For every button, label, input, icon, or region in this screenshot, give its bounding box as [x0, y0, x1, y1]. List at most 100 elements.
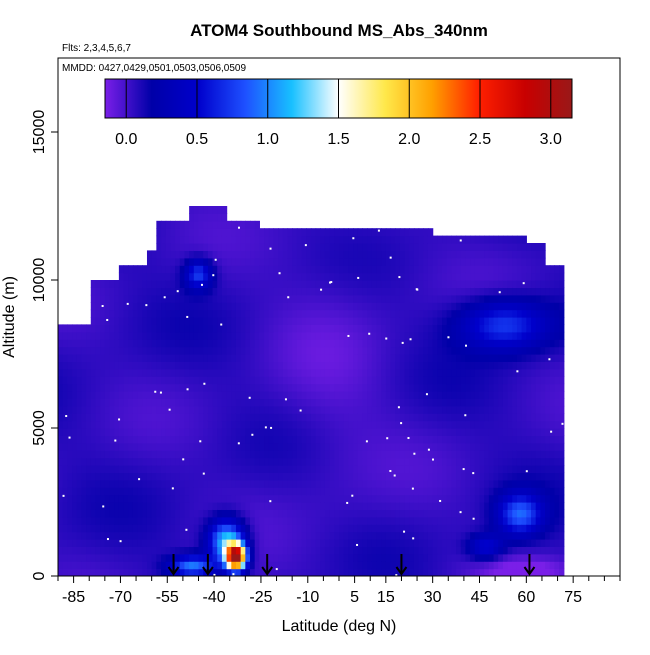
heat-cell: [493, 235, 499, 244]
heat-cell: [488, 546, 495, 555]
heat-cell: [95, 435, 101, 444]
heat-cell: [259, 309, 265, 318]
heat-cell: [109, 420, 115, 429]
heat-cell: [278, 442, 284, 451]
heat-cell: [465, 287, 471, 296]
heat-cell: [493, 524, 499, 533]
heat-cell: [212, 324, 218, 333]
heat-cell: [156, 465, 162, 473]
heat-cell: [484, 524, 490, 533]
heat-cell: [100, 494, 106, 503]
heat-cell: [193, 391, 200, 399]
heat-cell: [329, 354, 335, 362]
heat-cell: [315, 561, 321, 570]
heat-cell: [423, 561, 429, 570]
heat-cell: [184, 442, 190, 451]
heat-cell: [385, 539, 392, 547]
heat-cell: [531, 479, 537, 488]
heat-cell: [339, 339, 345, 348]
heat-cell: [348, 420, 354, 429]
measurement-dot: [275, 568, 278, 571]
heat-cell: [86, 487, 92, 496]
heat-cell: [240, 309, 246, 318]
heat-cell: [418, 361, 424, 370]
heat-cell: [221, 317, 228, 325]
heat-cell: [531, 243, 537, 251]
heat-cell: [357, 442, 364, 451]
heat-cell: [268, 250, 275, 259]
heat-cell: [484, 346, 490, 355]
heat-cell: [456, 509, 462, 518]
heat-cell: [324, 516, 331, 525]
heat-cell: [451, 502, 457, 510]
heat-cell: [371, 553, 378, 562]
heat-cell: [301, 405, 307, 414]
heat-cell: [100, 368, 106, 377]
measurement-dot: [114, 439, 117, 442]
heat-cell: [502, 287, 509, 296]
heat-cell: [296, 531, 303, 540]
heat-cell: [142, 383, 148, 392]
heat-cell: [456, 457, 462, 466]
heat-cell: [526, 405, 532, 414]
heat-cell: [203, 420, 209, 429]
heat-cell: [170, 413, 176, 422]
heat-cell: [404, 442, 410, 451]
heat-cell: [545, 391, 551, 399]
heat-cell: [250, 368, 256, 377]
heat-cell: [306, 287, 312, 296]
heat-cell: [395, 413, 401, 422]
heat-cell: [95, 361, 101, 370]
heat-cell: [132, 339, 139, 348]
heat-cell: [165, 317, 171, 325]
heat-cell: [250, 442, 256, 451]
heat-cell: [334, 368, 340, 377]
heat-cell: [432, 368, 438, 377]
heat-cell: [282, 368, 289, 377]
heat-cell: [516, 420, 523, 429]
heat-cell: [198, 220, 204, 229]
heat-cell: [90, 361, 97, 370]
heat-cell: [156, 428, 162, 436]
heat-cell: [175, 450, 181, 459]
heat-cell: [62, 524, 68, 533]
heat-cell: [254, 472, 260, 481]
heat-cell: [381, 294, 387, 303]
heat-cell: [381, 250, 387, 259]
heat-cell: [142, 302, 148, 311]
heat-cell: [418, 272, 424, 281]
heat-cell: [264, 272, 270, 281]
heat-cell: [100, 361, 106, 370]
heat-cell: [442, 272, 448, 281]
heat-cell: [310, 442, 317, 451]
heat-cell: [343, 228, 349, 237]
heat-cell: [460, 516, 467, 525]
heat-cell: [516, 331, 523, 340]
heat-cell: [310, 546, 317, 555]
heat-cell: [273, 420, 279, 429]
heat-cell: [549, 435, 556, 444]
heat-cell: [282, 450, 289, 459]
heat-cell: [395, 346, 401, 355]
heat-cell: [531, 302, 537, 311]
heat-cell: [161, 405, 167, 414]
heat-cell: [474, 553, 481, 562]
heat-cell: [193, 457, 200, 466]
heat-cell: [381, 531, 387, 540]
heat-cell: [254, 502, 260, 510]
heat-cell: [259, 361, 265, 370]
heat-cell: [151, 546, 157, 555]
heat-cell: [292, 361, 298, 370]
heat-cell: [137, 287, 143, 296]
heat-cell: [254, 257, 260, 266]
heat-cell: [109, 479, 115, 488]
heat-cell: [72, 457, 78, 466]
heat-cell: [100, 287, 106, 296]
heat-cell: [170, 376, 176, 385]
heat-cell: [212, 428, 218, 436]
heat-cell: [535, 546, 541, 555]
heat-cell: [221, 287, 228, 296]
heat-cell: [446, 368, 452, 377]
heat-cell: [315, 494, 321, 503]
heat-cell: [189, 317, 195, 325]
